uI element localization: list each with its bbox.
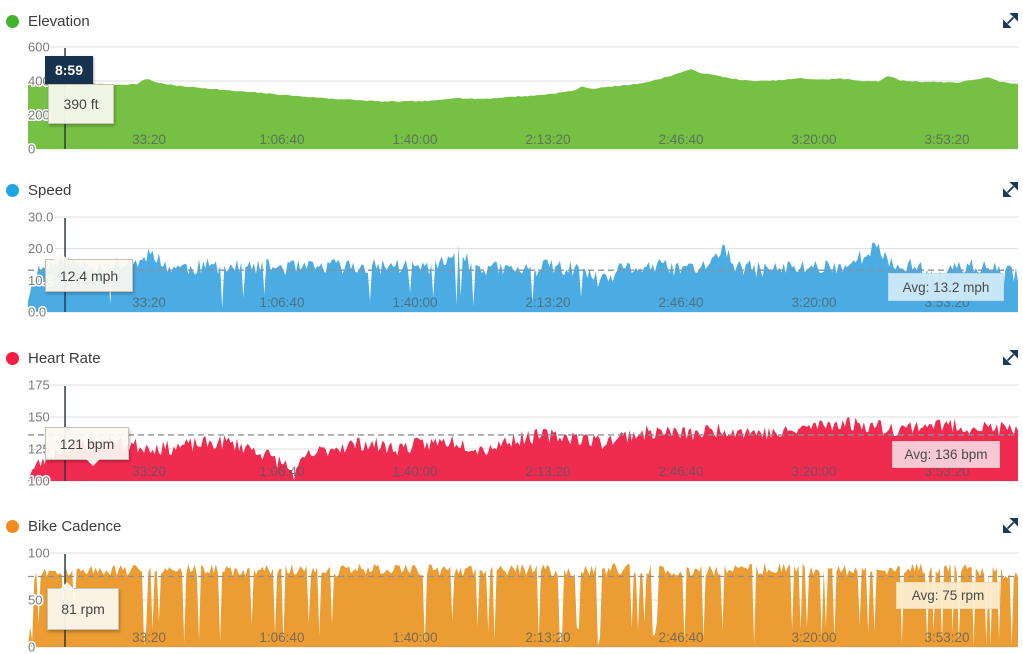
svg-text:1:06:40: 1:06:40: [259, 295, 304, 310]
elevation-header: Elevation: [6, 10, 90, 32]
svg-text:2:46:40: 2:46:40: [658, 464, 703, 479]
svg-text:1:40:00: 1:40:00: [392, 295, 437, 310]
series-area: [28, 562, 1018, 647]
svg-text:3:20:00: 3:20:00: [791, 295, 836, 310]
series-area: [28, 242, 1018, 312]
x-axis-labels: 33:20 1:06:40 1:40:00 2:13:20 2:46:40 3:20:00…: [132, 295, 969, 310]
svg-text:3:53:20: 3:53:20: [924, 630, 969, 645]
svg-text:0: 0: [28, 640, 35, 654]
y-axis-labels: 0 50 100: [27, 544, 52, 654]
svg-text:1:40:00: 1:40:00: [392, 132, 437, 147]
elevation-legend-dot: [6, 14, 19, 28]
speed-expand-icon[interactable]: [1002, 181, 1019, 198]
svg-text:3:20:00: 3:20:00: [791, 132, 836, 147]
svg-text:2:46:40: 2:46:40: [658, 132, 703, 147]
svg-text:33:20: 33:20: [132, 132, 166, 147]
bike-cadence-value-tooltip: 81 rpm: [47, 582, 119, 630]
elevation-value-tooltip: 390 ft: [48, 84, 114, 124]
svg-text:20.0: 20.0: [28, 241, 53, 256]
heart-rate-avg-badge: Avg: 136 bpm: [892, 441, 1000, 468]
svg-text:50: 50: [28, 593, 42, 608]
svg-text:150: 150: [28, 410, 50, 425]
svg-text:3:20:00: 3:20:00: [791, 630, 836, 645]
svg-text:30.0: 30.0: [28, 210, 53, 225]
svg-text:33:20: 33:20: [132, 630, 166, 645]
tooltip-caret-icon: [86, 459, 100, 466]
series-area: [28, 416, 1018, 481]
bike-cadence-header: Bike Cadence: [6, 515, 121, 537]
speed-header: Speed: [6, 179, 71, 201]
svg-text:2:46:40: 2:46:40: [658, 295, 703, 310]
tooltip-caret-icon: [54, 253, 68, 260]
speed-legend-dot: [6, 183, 19, 197]
svg-text:600: 600: [28, 40, 50, 55]
bike-cadence-tooltip-label: 81 rpm: [61, 601, 105, 617]
heart-rate-expand-icon[interactable]: [1002, 349, 1019, 366]
svg-text:3:53:20: 3:53:20: [924, 132, 969, 147]
svg-text:1:06:40: 1:06:40: [259, 464, 304, 479]
svg-text:1:40:00: 1:40:00: [392, 630, 437, 645]
svg-text:100: 100: [28, 474, 50, 489]
tooltip-caret-icon: [60, 582, 74, 589]
svg-text:100: 100: [28, 546, 50, 561]
svg-text:0.0: 0.0: [28, 305, 46, 320]
svg-text:2:13:20: 2:13:20: [525, 132, 570, 147]
speed-value-tooltip: 12.4 mph: [45, 253, 133, 292]
svg-text:1:06:40: 1:06:40: [259, 132, 304, 147]
bike-cadence-title: Bike Cadence: [28, 517, 122, 535]
svg-text:33:20: 33:20: [132, 464, 166, 479]
svg-text:33:20: 33:20: [132, 295, 166, 310]
bike-cadence-legend-dot: [6, 519, 19, 533]
svg-text:200: 200: [28, 108, 50, 123]
heart-rate-legend-dot: [6, 351, 19, 365]
speed-title: Speed: [28, 181, 72, 199]
series-area: [28, 69, 1018, 149]
heart-rate-chart[interactable]: 33:20 1:06:40 1:40:00 2:13:20 2:46:40 3:20:00…: [27, 376, 1018, 490]
speed-tooltip-label: 12.4 mph: [59, 267, 119, 284]
elevation-chart[interactable]: 33:20 1:06:40 1:40:00 2:13:20 2:46:40 3:20:00…: [27, 38, 1018, 158]
svg-text:2:46:40: 2:46:40: [658, 630, 703, 645]
heart-rate-tooltip-label: 121 bpm: [59, 435, 115, 452]
bike-cadence-expand-icon[interactable]: [1002, 517, 1019, 534]
svg-text:1:40:00: 1:40:00: [392, 464, 437, 479]
elevation-expand-icon[interactable]: [1002, 12, 1019, 29]
svg-text:3:20:00: 3:20:00: [791, 464, 836, 479]
heart-rate-title: Heart Rate: [28, 349, 101, 367]
svg-text:2:13:20: 2:13:20: [525, 630, 570, 645]
bike-cadence-avg-badge: Avg: 75 rpm: [896, 582, 1000, 609]
svg-text:1:06:40: 1:06:40: [259, 630, 304, 645]
elevation-tooltip-label: 390 ft: [63, 96, 99, 112]
x-axis-labels: 33:20 1:06:40 1:40:00 2:13:20 2:46:40 3:20:00…: [132, 132, 969, 147]
heart-rate-value-tooltip: 121 bpm: [45, 427, 129, 466]
svg-text:2:13:20: 2:13:20: [525, 464, 570, 479]
bike-cadence-chart[interactable]: 33:20 1:06:40 1:40:00 2:13:20 2:46:40 3:20:00…: [27, 544, 1018, 654]
speed-avg-badge: Avg: 13.2 mph: [888, 273, 1004, 301]
svg-text:2:13:20: 2:13:20: [525, 295, 570, 310]
x-axis-labels: 33:20 1:06:40 1:40:00 2:13:20 2:46:40 3:20:00…: [132, 630, 969, 645]
cursor-time-tooltip: 8:59: [45, 56, 93, 84]
svg-text:0: 0: [28, 142, 35, 157]
svg-text:175: 175: [28, 378, 50, 393]
heart-rate-header: Heart Rate: [6, 347, 101, 369]
speed-chart[interactable]: 33:20 1:06:40 1:40:00 2:13:20 2:46:40 3:20:00…: [27, 208, 1018, 321]
elevation-title: Elevation: [28, 12, 90, 30]
